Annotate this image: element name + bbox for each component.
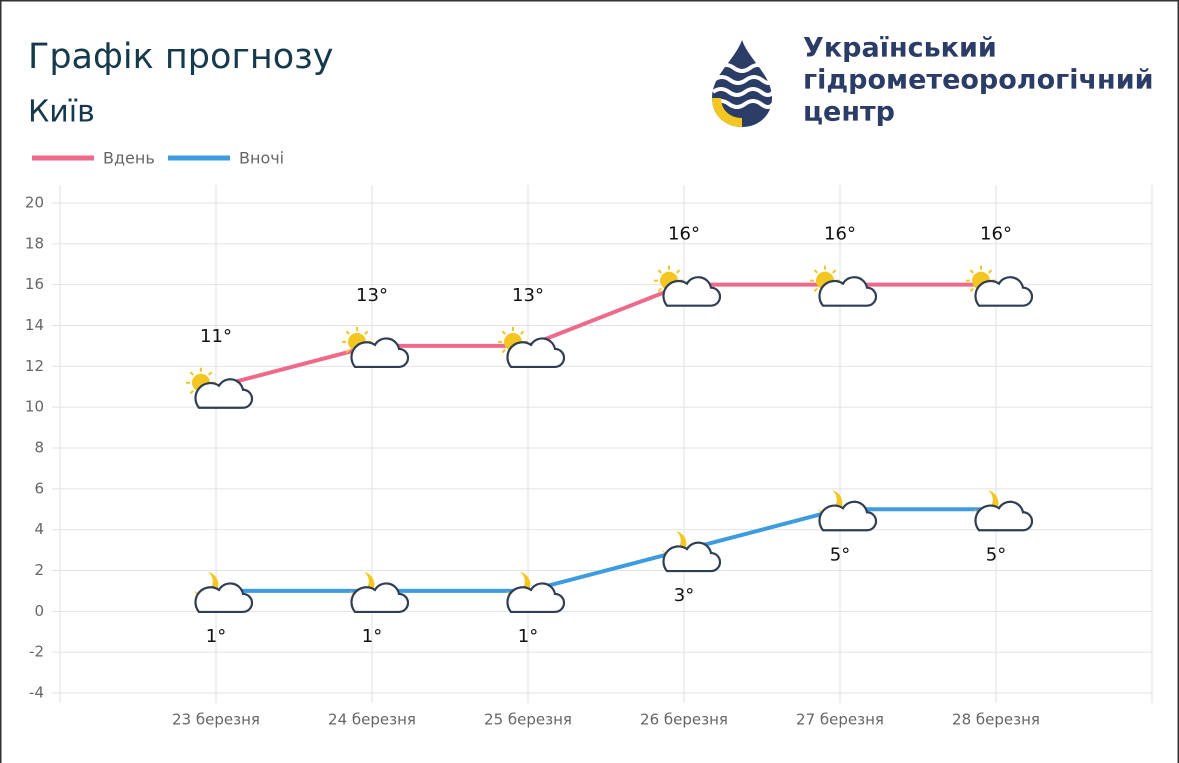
- weather-icon: [810, 265, 878, 307]
- cloud: [662, 541, 722, 573]
- y-tick-label: 8: [34, 439, 44, 457]
- sun-ray: [988, 269, 993, 274]
- value-label: 13°: [512, 285, 544, 306]
- sun-ray: [501, 348, 506, 354]
- sun-ray: [345, 330, 350, 335]
- weather-icon: [818, 490, 878, 532]
- sun-ray: [813, 269, 818, 274]
- weather-icon: [194, 571, 254, 614]
- org-line: гідрометеорологічний: [803, 65, 1154, 96]
- weather-icon: [662, 531, 722, 573]
- weather-icon: [186, 367, 254, 409]
- sun-ray: [345, 348, 350, 354]
- sun-ray: [657, 269, 662, 274]
- y-tick-label: -4: [29, 684, 44, 702]
- sun-ray: [189, 371, 194, 376]
- sun-ray: [969, 287, 974, 292]
- sun-ray: [520, 330, 525, 335]
- sun-ray: [969, 269, 974, 274]
- sun-ray: [676, 269, 681, 274]
- value-label: 16°: [668, 224, 700, 245]
- x-tick-label: 25 березня: [484, 711, 572, 729]
- y-tick-label: 16: [25, 275, 44, 293]
- cloud: [506, 337, 566, 369]
- weather-icon: [654, 265, 722, 307]
- title: Графік прогнозу: [28, 37, 333, 77]
- y-tick-label: 2: [34, 561, 44, 579]
- city: Київ: [28, 95, 95, 130]
- cloud: [194, 378, 254, 409]
- weather-icon: [498, 326, 566, 369]
- x-tick-label: 28 березня: [952, 711, 1040, 729]
- value-label: 5°: [986, 544, 1006, 565]
- logo: [711, 40, 775, 127]
- cloud: [350, 337, 410, 369]
- y-tick-label: 12: [25, 357, 44, 375]
- value-label: 3°: [674, 585, 694, 606]
- weather-icon: [966, 265, 1034, 307]
- sun-ray: [832, 269, 837, 274]
- cloud: [974, 276, 1034, 307]
- sun-ray: [813, 287, 818, 292]
- value-label: 5°: [830, 544, 850, 565]
- cloud: [818, 276, 878, 307]
- y-tick-label: -2: [29, 643, 44, 661]
- legend-label: Вдень: [103, 149, 155, 168]
- sun-ray: [657, 287, 662, 292]
- cloud: [818, 500, 878, 532]
- sun-ray: [364, 330, 369, 335]
- value-label: 16°: [824, 224, 856, 245]
- y-tick-label: 6: [34, 479, 44, 497]
- value-label: 13°: [356, 285, 388, 306]
- weather-icon: [506, 571, 566, 614]
- cloud: [662, 276, 722, 307]
- sun-ray: [189, 389, 194, 395]
- sun-ray: [208, 371, 213, 376]
- x-tick-label: 24 березня: [328, 711, 416, 729]
- x-tick-label: 27 березня: [796, 711, 884, 729]
- y-tick-label: 10: [25, 398, 44, 416]
- weather-icon: [342, 326, 410, 369]
- x-tick-label: 23 березня: [172, 711, 260, 729]
- x-tick-label: 26 березня: [640, 711, 728, 729]
- cloud: [974, 500, 1034, 532]
- cloud: [506, 582, 566, 614]
- value-label: 1°: [206, 626, 226, 647]
- cloud: [350, 582, 410, 614]
- legend-label: Вночі: [239, 149, 284, 168]
- org-line: Український: [803, 33, 997, 64]
- weather-icon: [974, 490, 1034, 532]
- value-label: 1°: [518, 626, 538, 647]
- weather-icon: [350, 571, 410, 614]
- org-line: центр: [803, 97, 895, 128]
- y-tick-label: 4: [34, 520, 44, 538]
- value-label: 1°: [362, 626, 382, 647]
- sun-ray: [501, 330, 506, 335]
- value-label: 16°: [980, 224, 1012, 245]
- y-tick-label: 14: [25, 316, 44, 334]
- y-tick-label: 20: [25, 194, 44, 212]
- y-tick-label: 18: [25, 234, 44, 252]
- cloud: [194, 582, 254, 614]
- value-label: 11°: [200, 326, 232, 347]
- y-tick-label: 0: [34, 602, 44, 620]
